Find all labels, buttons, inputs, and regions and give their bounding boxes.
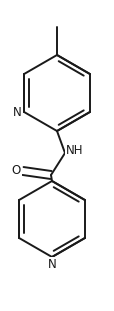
Text: N: N (47, 258, 56, 272)
Text: NH: NH (66, 145, 83, 157)
Text: N: N (13, 105, 21, 118)
Text: O: O (11, 165, 20, 178)
